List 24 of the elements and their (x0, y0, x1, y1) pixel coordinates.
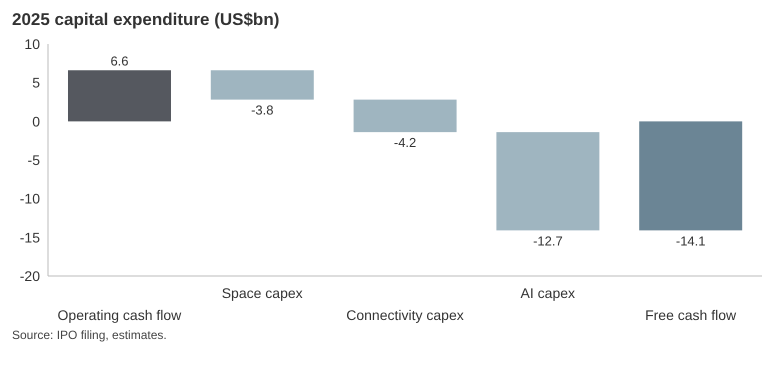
chart-title: 2025 capital expenditure (US$bn) (11, 9, 280, 30)
y-tick-label: -10 (20, 190, 40, 207)
x-tick-label: AI capex (520, 285, 576, 301)
x-tick-label: Space capex (222, 285, 303, 301)
bar (68, 70, 171, 122)
bar (354, 100, 457, 132)
data-label: -4.2 (394, 135, 416, 150)
y-tick-label: -20 (20, 268, 40, 284)
data-label: -3.8 (251, 102, 274, 118)
x-tick-label: Operating cash flow (58, 307, 182, 323)
bar (496, 132, 600, 230)
x-tick-label: Free cash flow (645, 307, 737, 323)
y-tick-label: 5 (32, 74, 40, 91)
y-tick-label: -5 (28, 152, 40, 168)
data-label: 6.6 (110, 53, 129, 68)
bar (210, 70, 314, 100)
bar (639, 121, 742, 230)
data-label: -12.7 (533, 233, 563, 248)
source-note: Source: IPO filing, estimates. (11, 327, 168, 342)
y-tick-label: 0 (32, 113, 40, 130)
y-tick-label: 10 (24, 36, 40, 52)
data-label: -14.1 (676, 233, 706, 248)
y-tick-label: -15 (20, 229, 40, 246)
x-tick-label: Connectivity capex (346, 307, 464, 323)
